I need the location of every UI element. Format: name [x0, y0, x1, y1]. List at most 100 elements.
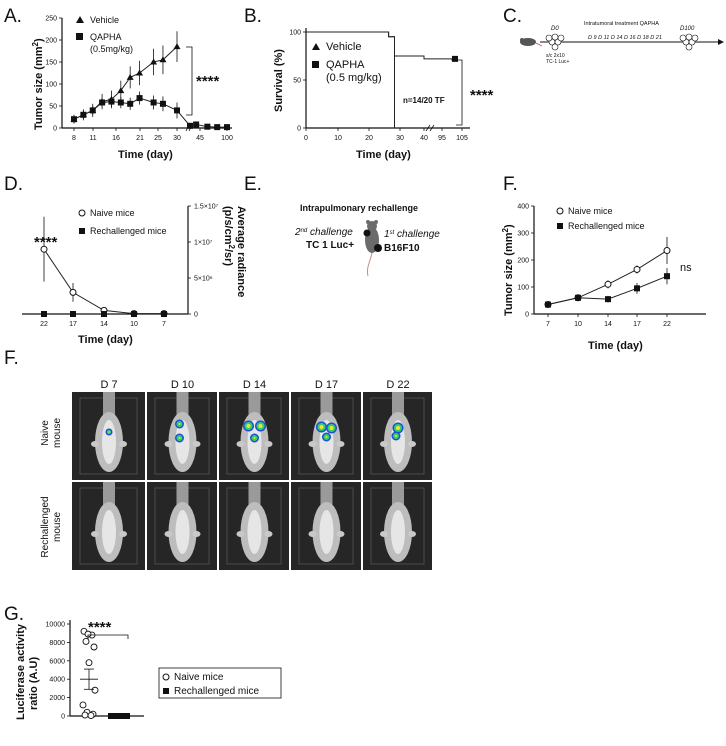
f-row-naive-line1: Naive [40, 420, 51, 446]
mouse-highlight [175, 510, 190, 554]
f-day-label: D 17 [315, 379, 338, 391]
d-legend-naive-marker [78, 209, 86, 217]
a-point-qapha [89, 107, 96, 114]
g-legend-naive: Naive mice [174, 672, 224, 683]
c-cells-end-icon [679, 33, 699, 51]
a-x-tick-label: 16 [112, 135, 120, 142]
g-point-naive [91, 686, 99, 694]
b-annotation: n=14/20 TF [403, 96, 445, 105]
a-point-qapha [80, 111, 87, 118]
f-x-tick-label: 7 [546, 321, 550, 328]
g-point-naive [79, 701, 87, 709]
luminescence-signal [108, 431, 110, 433]
a-line-qapha [73, 97, 227, 128]
g-legend-rechallenged: Rechallenged mice [174, 686, 259, 697]
e-title: Intrapulmonary rechallenge [300, 203, 418, 213]
panel-a-chart: 0 50 100 150 200 250 8 11 16 21 25 30 45 100 Tumor s… [31, 15, 233, 161]
mouse-paw [164, 531, 173, 537]
g-significance-bracket [87, 634, 129, 639]
d-point-rechallenged [41, 311, 47, 317]
a-significance: **** [196, 73, 220, 90]
a-legend-qapha-dose: (0.5mg/kg) [90, 44, 133, 54]
panel-label-d: D. [4, 174, 23, 195]
f-point-rechallenged [634, 285, 640, 292]
f-image-rechallenged [291, 482, 361, 570]
luminescence-signal [319, 425, 324, 429]
a-point-qapha [150, 99, 157, 106]
a-x-tick-label: 100 [221, 135, 233, 142]
f-x-tick-label: 22 [663, 321, 671, 328]
a-y-tick-label: 250 [45, 16, 57, 23]
luminescence-signal [246, 424, 251, 428]
mouse-paw [336, 531, 345, 537]
d-y-label: Average radiance [235, 206, 247, 297]
a-x-tick-label: 30 [173, 135, 181, 142]
c-d0: D0 [551, 26, 559, 32]
f-x-label: Time (day) [588, 340, 643, 352]
panel-label-b: B. [244, 6, 262, 27]
g-y-tick-label: 2000 [49, 695, 65, 702]
f-x-tick-label: 10 [574, 321, 582, 328]
a-x-tick-label: 45 [196, 135, 204, 142]
panel-e-diagram: Intrapulmonary rechallenge 2nd challenge… [294, 203, 440, 277]
c-treatment: Intratumoral treatment QAPHA [584, 21, 659, 27]
a-point-qapha [127, 100, 134, 107]
luminescence-signal [329, 426, 334, 430]
f-point-rechallenged [605, 296, 611, 303]
d-y-label-units: (p/s/cm2/sr) [222, 206, 237, 266]
nose-cone [103, 392, 115, 416]
g-legend-rechallenged-marker [163, 688, 169, 694]
mouse-paw [192, 441, 201, 447]
f-y-tick-label: 300 [517, 231, 529, 238]
f-image-naive [291, 392, 361, 480]
a-y-tick-label: 100 [45, 82, 57, 89]
d-x-tick-label: 17 [69, 321, 77, 328]
c-d100: D100 [680, 26, 695, 32]
g-point-naive [82, 638, 90, 645]
a-point-vehicle [136, 69, 144, 76]
mouse-paw [380, 531, 388, 537]
b-legend-qapha-marker [312, 61, 319, 68]
b-axis-break-2 [429, 124, 435, 132]
b-line-qapha [306, 31, 453, 61]
b-x-tick-label: 40 [420, 135, 428, 142]
g-y-tick-label: 10000 [46, 622, 66, 629]
panel-label-f1: F. [503, 174, 518, 195]
f-x-tick-label: 17 [633, 321, 641, 328]
mouse-highlight [102, 420, 116, 464]
e-second-challenge: 2nd challenge [294, 227, 353, 238]
d-y-tick-label: 5×10⁶ [194, 276, 213, 283]
g-y-tick-label: 8000 [49, 640, 65, 647]
mouse-paw [336, 441, 345, 447]
a-point-qapha [193, 121, 200, 128]
g-point-naive [85, 659, 93, 667]
nose-cone [320, 392, 333, 416]
f-day-label: D 22 [386, 379, 409, 391]
b-axis-break-1 [425, 124, 431, 132]
b-x-tick-label: 30 [396, 135, 404, 142]
luminescence-signal [325, 436, 328, 438]
a-point-qapha [108, 98, 115, 105]
a-x-tick-label: 21 [136, 135, 144, 142]
nose-cone [392, 482, 404, 506]
nose-cone [392, 392, 404, 416]
a-point-qapha [136, 95, 143, 102]
a-point-vehicle [150, 58, 158, 65]
panel-f-chart: 0 100 200 300 400 7 10 14 17 22 Tumor size (mm2)… [501, 204, 706, 352]
mouse-paw [308, 441, 317, 447]
nose-cone [176, 392, 189, 416]
e-mouse-icon [363, 220, 382, 277]
panel-c-timeline: D0 s/c 2x10 TC-1 Luc+ Intratumoral treat… [520, 21, 724, 65]
f-y-tick-label: 0 [525, 312, 529, 319]
b-point-qapha-end [452, 55, 458, 62]
g-y-tick-label: 6000 [49, 658, 65, 665]
f-legend-rechallenged: Rechallenged mice [568, 221, 645, 231]
d-point-naive [40, 245, 48, 253]
luminescence-signal [253, 437, 256, 439]
a-point-vehicle [117, 87, 125, 94]
nose-cone [103, 482, 115, 506]
f-image-rechallenged [72, 482, 145, 570]
d-x-label: Time (day) [78, 334, 133, 346]
mouse-paw [119, 441, 127, 447]
